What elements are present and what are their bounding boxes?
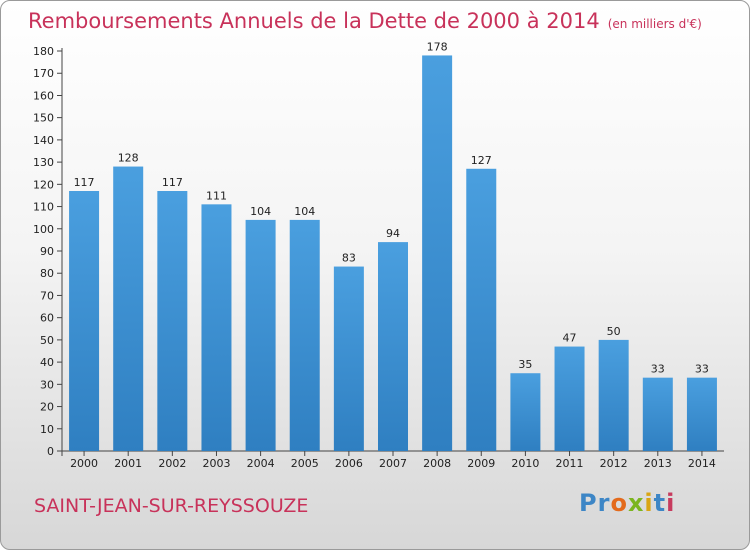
x-tick-label: 2000 [70,457,98,470]
y-tick-label: 10 [40,423,54,436]
x-tick-label: 2006 [335,457,363,470]
x-tick-label: 2005 [291,457,319,470]
bar [642,377,673,451]
y-tick-label: 80 [40,267,54,280]
y-tick-label: 120 [33,178,54,191]
bar-value-label: 33 [695,363,709,376]
bar [378,242,408,451]
x-tick-label: 2014 [688,457,716,470]
bar [333,266,364,451]
y-tick-label: 30 [40,378,54,391]
y-tick-label: 60 [40,312,54,325]
x-tick-label: 2004 [247,457,275,470]
x-tick-label: 2001 [114,457,142,470]
y-tick-label: 160 [33,89,54,102]
bar [69,191,100,451]
title-text: Remboursements Annuels de la Dette de 20… [28,9,600,33]
proxiti-logo: Proxiti [579,489,676,517]
y-tick-label: 130 [33,156,54,169]
bar [201,204,232,451]
bar [245,219,276,451]
y-tick-label: 50 [40,334,54,347]
bar-value-label: 127 [471,154,492,167]
bar [289,219,320,451]
bar-value-label: 111 [206,189,227,202]
y-tick-label: 170 [33,67,54,80]
y-tick-label: 20 [40,401,54,414]
x-tick-label: 2013 [644,457,672,470]
bar-value-label: 128 [118,152,139,165]
bar-value-label: 83 [342,252,356,265]
x-tick-label: 2003 [202,457,230,470]
bar [422,55,453,451]
chart-title: Remboursements Annuels de la Dette de 20… [28,9,702,33]
y-tick-label: 90 [40,245,54,258]
bar [510,373,541,451]
bar [113,166,144,452]
y-tick-label: 40 [40,356,54,369]
bar-value-label: 50 [607,325,621,338]
x-tick-label: 2008 [423,457,451,470]
y-tick-label: 140 [33,134,54,147]
bar [466,168,497,451]
bar [598,339,629,451]
bar-value-label: 35 [518,358,532,371]
bar [157,191,188,451]
bar [554,346,585,451]
x-tick-label: 2012 [600,457,628,470]
bar-value-label: 94 [386,227,400,240]
x-tick-label: 2011 [556,457,584,470]
y-tick-label: 100 [33,223,54,236]
y-tick-label: 180 [33,45,54,58]
x-tick-label: 2009 [467,457,495,470]
y-tick-label: 70 [40,289,54,302]
bar [686,377,717,451]
bar-value-label: 117 [74,176,95,189]
title-unit: (en milliers d'€) [607,17,702,31]
y-tick-label: 150 [33,112,54,125]
y-tick-label: 0 [47,445,54,458]
bar-value-label: 117 [162,176,183,189]
bar-value-label: 178 [427,40,448,53]
bar-value-label: 47 [563,332,577,345]
bar-value-label: 104 [294,205,315,218]
bar-value-label: 33 [651,363,665,376]
x-tick-label: 2010 [511,457,539,470]
y-tick-label: 110 [33,201,54,214]
x-tick-label: 2002 [158,457,186,470]
city-name: SAINT-JEAN-SUR-REYSSOUZE [34,495,309,517]
x-tick-label: 2007 [379,457,407,470]
bar-value-label: 104 [250,205,271,218]
